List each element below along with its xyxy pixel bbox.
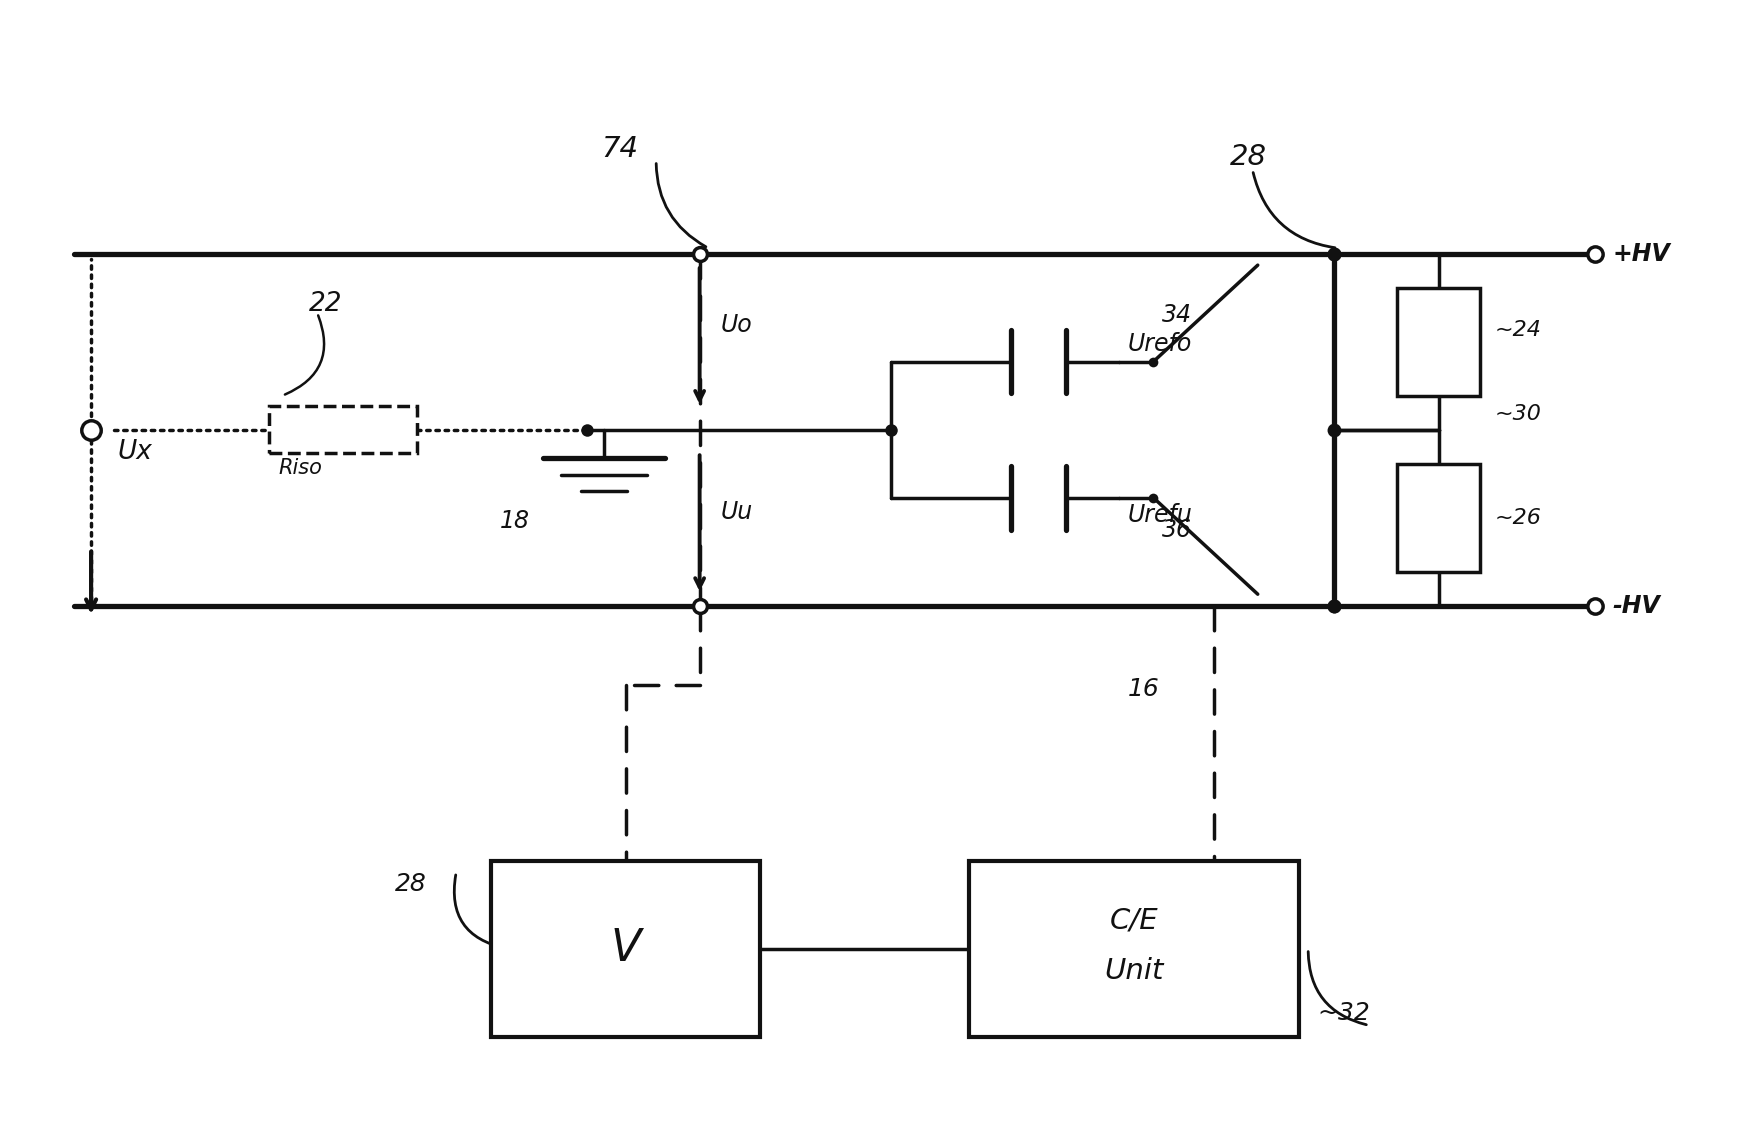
Text: Uo: Uo: [720, 313, 753, 337]
Text: 28: 28: [395, 872, 426, 896]
Text: ~24: ~24: [1494, 320, 1541, 341]
Bar: [1398, 288, 1480, 395]
Text: ~32: ~32: [1317, 1001, 1370, 1025]
Bar: [269, 406, 418, 454]
Text: -HV: -HV: [1612, 593, 1660, 617]
Bar: [1398, 464, 1480, 572]
Text: Unit: Unit: [1104, 958, 1164, 985]
Text: C/E: C/E: [1109, 906, 1158, 935]
Text: Urefo: Urefo: [1127, 331, 1191, 355]
Text: V: V: [610, 927, 641, 970]
Text: 22: 22: [309, 290, 342, 317]
Bar: [491, 861, 760, 1037]
Text: Urefu: Urefu: [1127, 503, 1191, 527]
Text: 18: 18: [500, 509, 529, 533]
Text: 34: 34: [1162, 303, 1191, 327]
Text: Riso: Riso: [278, 458, 321, 478]
Text: 16: 16: [1127, 678, 1158, 702]
Text: Ux: Ux: [117, 439, 152, 465]
Text: 28: 28: [1230, 143, 1267, 171]
Text: 74: 74: [601, 135, 639, 163]
Text: ~30: ~30: [1494, 403, 1541, 424]
Text: Uu: Uu: [720, 499, 753, 523]
Text: ~26: ~26: [1494, 507, 1541, 528]
Text: +HV: +HV: [1612, 242, 1670, 266]
Bar: [970, 861, 1300, 1037]
Text: 36: 36: [1162, 519, 1191, 543]
